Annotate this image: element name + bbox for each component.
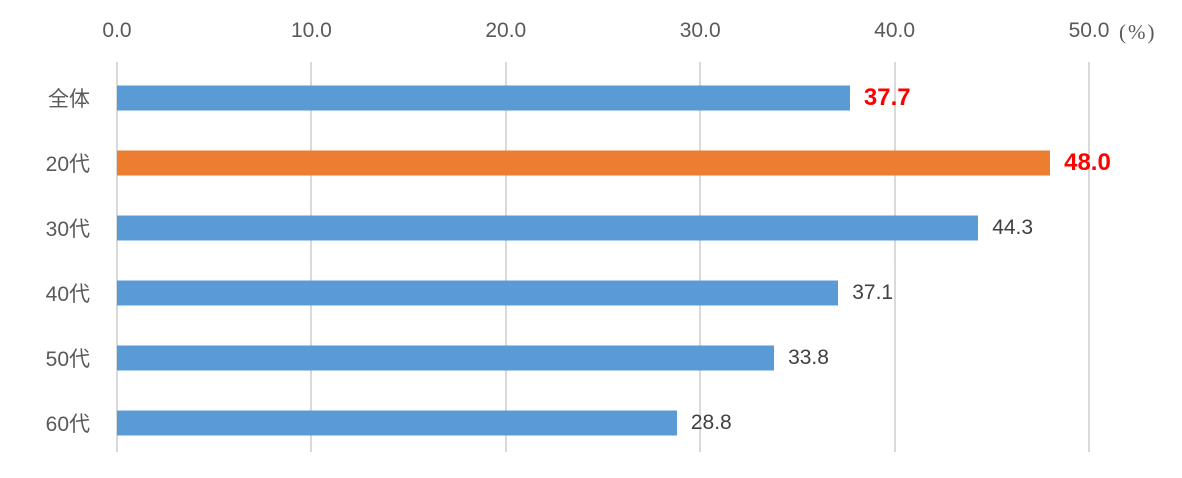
bar-row: 28.8 bbox=[117, 390, 1089, 455]
x-tick-label: 50.0 bbox=[1068, 19, 1110, 42]
gridline bbox=[310, 62, 313, 452]
x-tick-label: 0.0 bbox=[102, 19, 132, 42]
value-label: 37.7 bbox=[863, 83, 911, 111]
bar bbox=[117, 410, 677, 435]
x-tick-label: 30.0 bbox=[679, 19, 721, 42]
category-label: 全体 bbox=[48, 87, 90, 111]
value-label: 48.0 bbox=[1064, 148, 1111, 176]
bar-row: 44.3 bbox=[117, 195, 1089, 260]
bar-highlighted bbox=[117, 150, 1051, 175]
bar bbox=[117, 345, 775, 370]
x-tick-label: 40.0 bbox=[874, 19, 916, 42]
bar-row: 33.8 bbox=[117, 325, 1089, 390]
value-label: 44.3 bbox=[992, 215, 1034, 239]
bar-row: 37.1 bbox=[117, 260, 1089, 325]
value-label: 28.8 bbox=[690, 410, 732, 434]
category-label: 40代 bbox=[45, 282, 90, 306]
x-tick-label: 20.0 bbox=[485, 19, 527, 42]
gridline bbox=[1088, 62, 1090, 452]
category-label: 50代 bbox=[45, 347, 90, 371]
bar-row: 37.7 bbox=[117, 65, 1089, 130]
x-axis: (%) 0.0 10.0 20.0 30.0 40.0 50.0 bbox=[0, 0, 1182, 56]
x-axis-unit-label: (%) bbox=[1119, 20, 1157, 44]
gridline bbox=[893, 62, 896, 452]
gridline bbox=[504, 62, 507, 452]
gridline bbox=[699, 62, 702, 452]
category-label: 60代 bbox=[45, 412, 90, 436]
value-label: 37.1 bbox=[852, 280, 894, 304]
category-label: 30代 bbox=[45, 217, 90, 241]
plot-area: 37.7 48.0 44.3 37.1 33.8 28.8 bbox=[116, 62, 1111, 455]
gridline bbox=[116, 62, 118, 452]
bar bbox=[117, 85, 850, 110]
x-tick-label: 10.0 bbox=[290, 19, 332, 42]
value-label: 33.8 bbox=[788, 345, 829, 369]
bar-row: 48.0 bbox=[117, 130, 1111, 195]
bar bbox=[117, 215, 979, 240]
category-axis: 全体 20代 30代 40代 50代 60代 bbox=[0, 0, 117, 478]
category-label: 20代 bbox=[45, 152, 90, 176]
bar bbox=[117, 280, 839, 305]
